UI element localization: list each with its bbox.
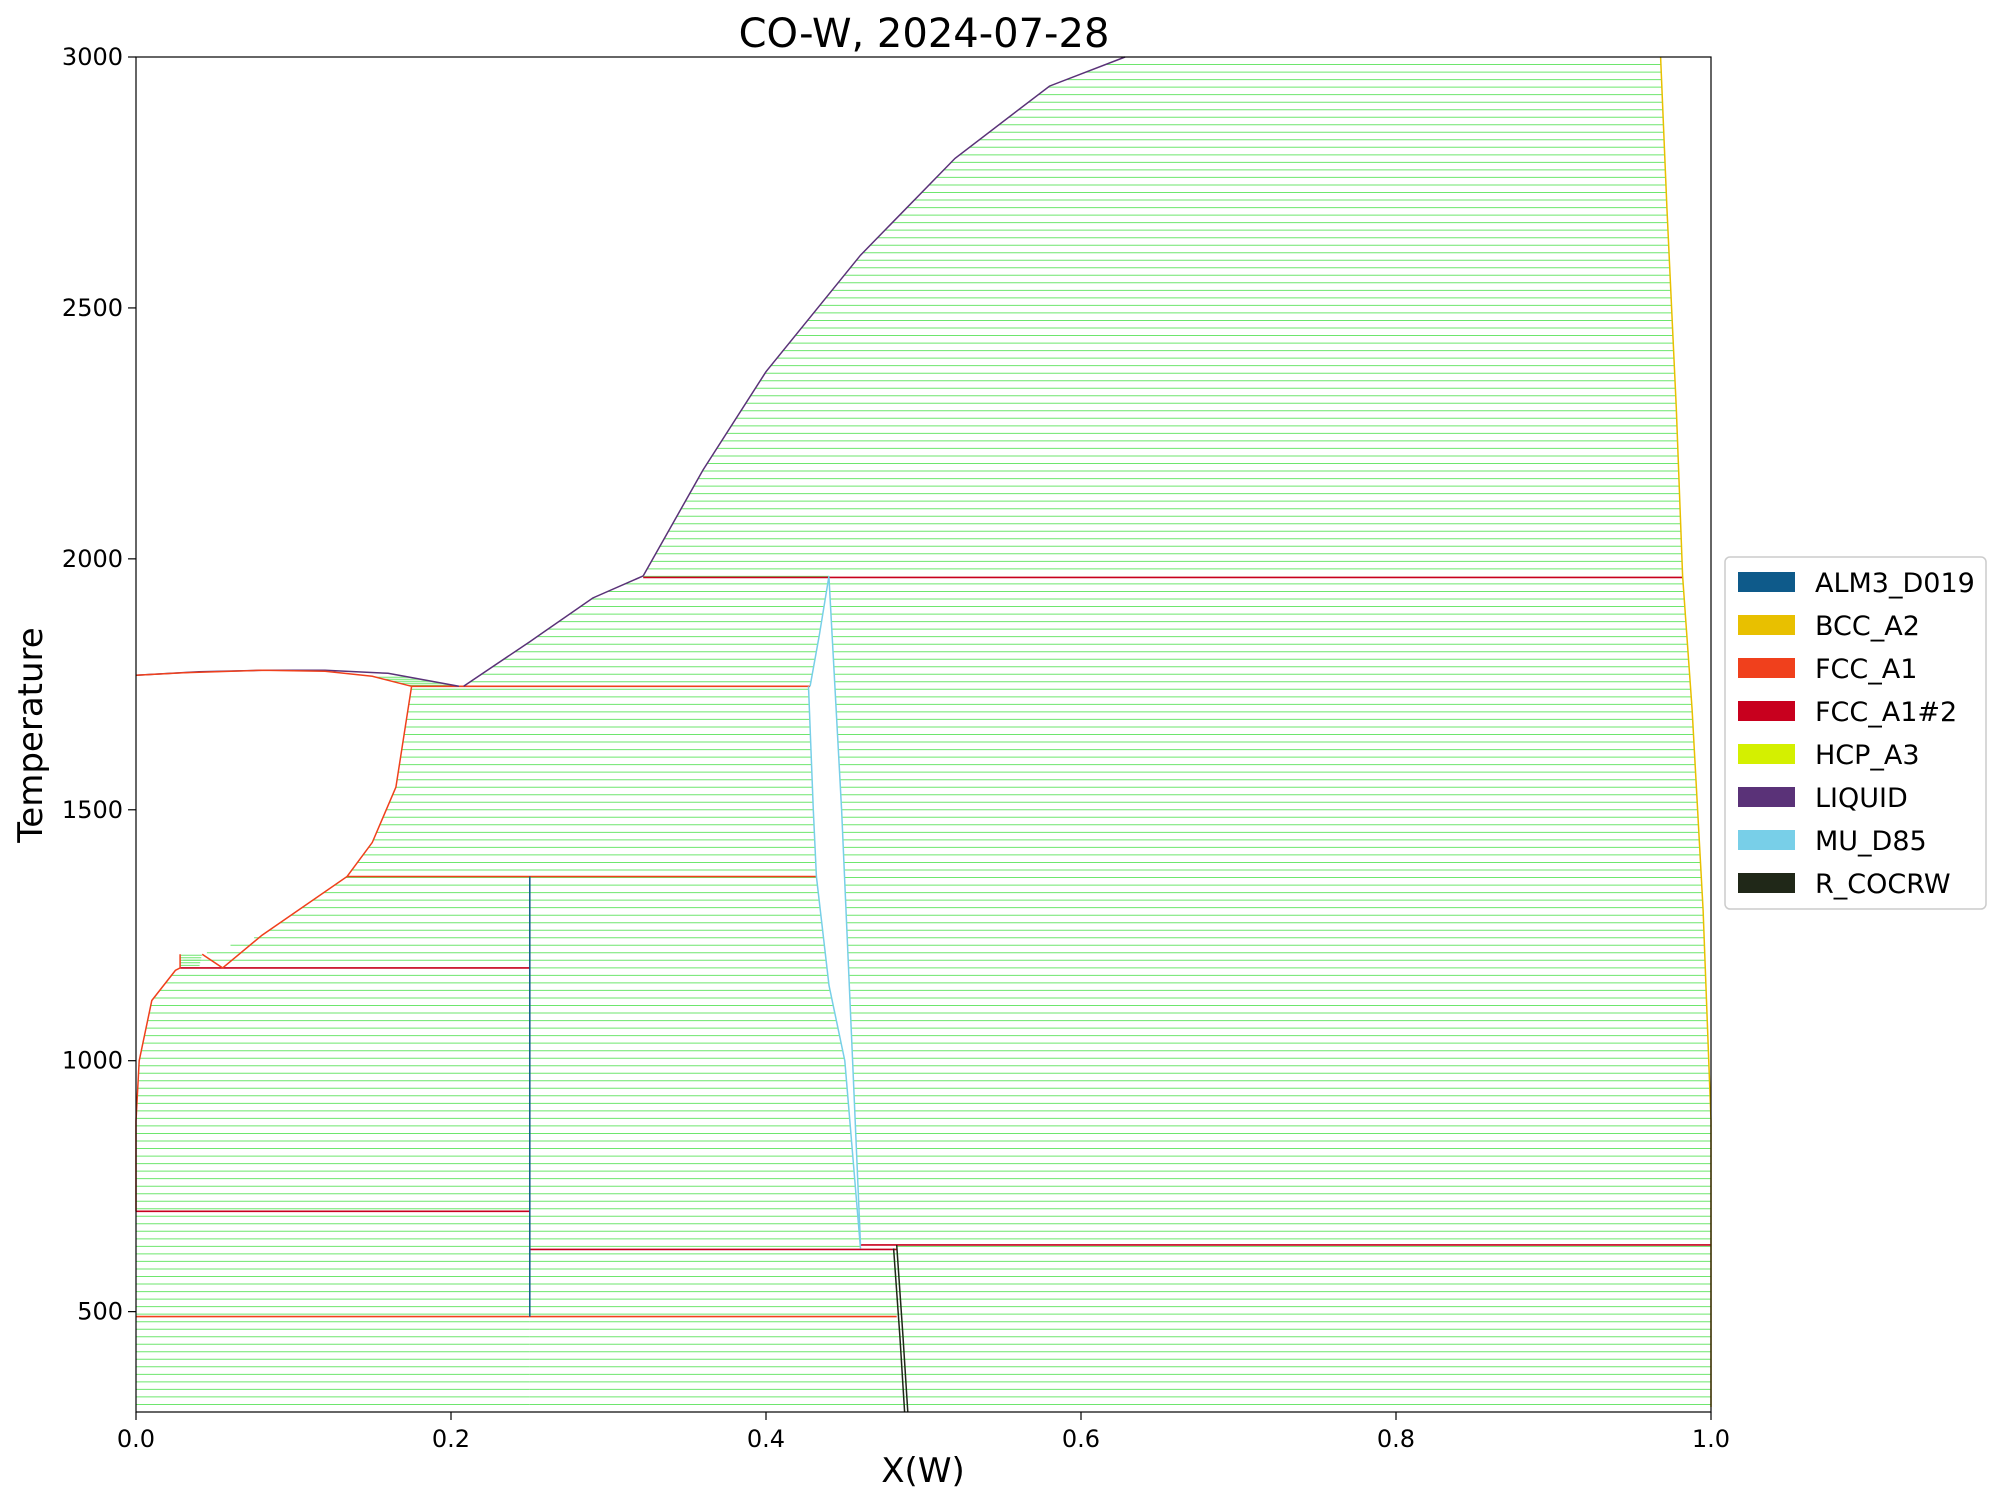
tie-lines — [136, 56, 1711, 1405]
legend-label: BCC_A2 — [1815, 611, 1920, 642]
y-axis-ticks: 500 1000 1500 2000 2500 3000 — [62, 43, 136, 1326]
phase-boundary — [892, 1248, 906, 1413]
legend-label: FCC_A1 — [1815, 654, 1917, 685]
phase-boundary — [135, 669, 412, 688]
legend-swatch — [1738, 615, 1795, 635]
legend-swatch — [1738, 744, 1795, 764]
y-tick-label: 1500 — [62, 796, 123, 824]
phase-boundary — [809, 575, 830, 687]
legend-label: ALM3_D019 — [1815, 568, 1975, 599]
legend-swatch — [1738, 873, 1795, 893]
legend-swatch — [1738, 830, 1795, 850]
x-tick-label: 0.2 — [432, 1425, 470, 1453]
legend-label: MU_D85 — [1815, 826, 1927, 857]
legend-label: LIQUID — [1815, 783, 1908, 814]
legend-swatch — [1738, 658, 1795, 678]
phase-boundary — [828, 577, 862, 1245]
y-axis-label: Temperature — [11, 627, 51, 843]
y-tick-label: 500 — [77, 1298, 123, 1326]
legend: ALM3_D019 BCC_A2 FCC_A1 FCC_A1#2 HCP_A3 LIQUI… — [1724, 556, 1987, 910]
legend-label: R_COCRW — [1815, 869, 1951, 900]
legend-frame — [1724, 556, 1987, 910]
legend-swatch — [1738, 787, 1795, 807]
x-tick-label: 0.0 — [117, 1425, 155, 1453]
x-tick-label: 0.8 — [1377, 1425, 1415, 1453]
phase-boundaries — [135, 56, 1712, 1413]
invariant-lines — [136, 576, 1711, 1318]
x-axis-ticks: 0.0 0.2 0.4 0.6 0.8 1.0 — [117, 1412, 1730, 1453]
phase-boundary — [463, 575, 644, 687]
phase-boundary — [642, 56, 1126, 577]
phase-boundary — [201, 686, 413, 969]
x-axis-label: X(W) — [881, 1451, 964, 1491]
y-tick-label: 2500 — [62, 294, 123, 322]
phase-boundary — [1659, 56, 1712, 1407]
legend-swatch — [1738, 701, 1795, 721]
legend-label: FCC_A1#2 — [1815, 697, 1957, 728]
x-tick-label: 0.4 — [747, 1425, 785, 1453]
phase-boundary — [807, 686, 862, 1249]
plot-area-frame — [135, 56, 1712, 1413]
x-tick-label: 0.6 — [1062, 1425, 1100, 1453]
y-tick-label: 3000 — [62, 43, 123, 71]
chart-title: CO-W, 2024-07-28 — [739, 11, 1110, 57]
legend-label: HCP_A3 — [1815, 740, 1920, 771]
x-tick-label: 1.0 — [1692, 1425, 1730, 1453]
phase-boundary — [895, 1244, 909, 1413]
legend-swatch — [1738, 572, 1795, 592]
y-tick-label: 2000 — [62, 545, 123, 573]
y-tick-label: 1000 — [62, 1047, 123, 1075]
